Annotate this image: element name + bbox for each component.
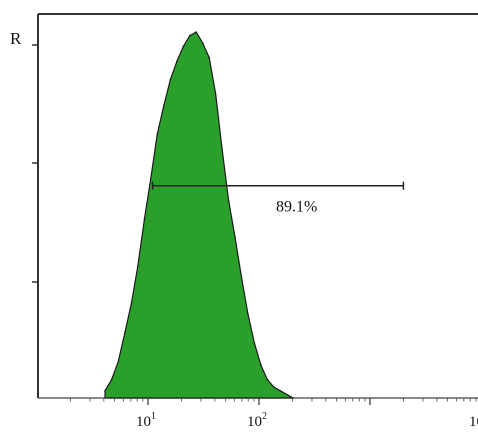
histogram-point	[214, 93, 217, 95]
histogram-point	[195, 31, 197, 33]
histogram-point	[201, 42, 204, 44]
histogram-point	[253, 342, 256, 344]
histogram-point	[221, 148, 223, 150]
histogram-point	[124, 331, 126, 333]
histogram-point	[110, 378, 113, 381]
histogram-point	[273, 386, 275, 388]
histogram-point	[163, 104, 165, 106]
histogram-point	[266, 378, 269, 381]
corner-label: R	[10, 29, 22, 48]
gate-percentage-label: 89.1%	[276, 199, 317, 216]
histogram-point	[279, 389, 281, 392]
histogram-point	[182, 45, 185, 48]
histogram-point	[208, 56, 210, 59]
histogram-point	[137, 265, 139, 268]
x-tick-label-1: 102	[247, 411, 267, 430]
histogram-point	[130, 302, 133, 304]
x-tick-label-0: 101	[136, 411, 156, 430]
histogram-point	[176, 60, 178, 63]
histogram-point	[143, 217, 146, 220]
histogram-point	[247, 313, 249, 315]
histogram-point	[150, 177, 152, 180]
histogram-point	[240, 276, 243, 279]
histogram-area	[104, 31, 294, 399]
histogram-point	[117, 360, 120, 363]
x-tick-label-2: 104	[469, 411, 478, 430]
histogram-point	[156, 133, 158, 136]
histogram-point	[260, 364, 262, 366]
histogram-point	[285, 393, 288, 396]
histogram-point	[169, 78, 172, 81]
histogram-point	[234, 236, 236, 238]
histogram-point	[104, 389, 106, 392]
plot-area: 89.1%10110210410	[32, 13, 478, 430]
histogram-point	[189, 34, 191, 37]
histogram-point	[227, 199, 230, 202]
